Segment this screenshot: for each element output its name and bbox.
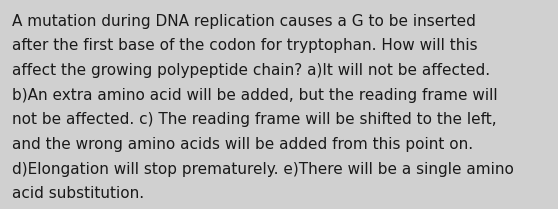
Text: not be affected. c) The reading frame will be shifted to the left,: not be affected. c) The reading frame wi… (12, 112, 497, 127)
Text: and the wrong amino acids will be added from this point on.: and the wrong amino acids will be added … (12, 137, 473, 152)
Text: b)An extra amino acid will be added, but the reading frame will: b)An extra amino acid will be added, but… (12, 88, 498, 103)
Text: after the first base of the codon for tryptophan. How will this: after the first base of the codon for tr… (12, 38, 478, 53)
Text: affect the growing polypeptide chain? a)It will not be affected.: affect the growing polypeptide chain? a)… (12, 63, 490, 78)
Text: A mutation during DNA replication causes a G to be inserted: A mutation during DNA replication causes… (12, 14, 476, 29)
Text: acid substitution.: acid substitution. (12, 186, 145, 201)
Text: d)Elongation will stop prematurely. e)There will be a single amino: d)Elongation will stop prematurely. e)Th… (12, 162, 514, 177)
